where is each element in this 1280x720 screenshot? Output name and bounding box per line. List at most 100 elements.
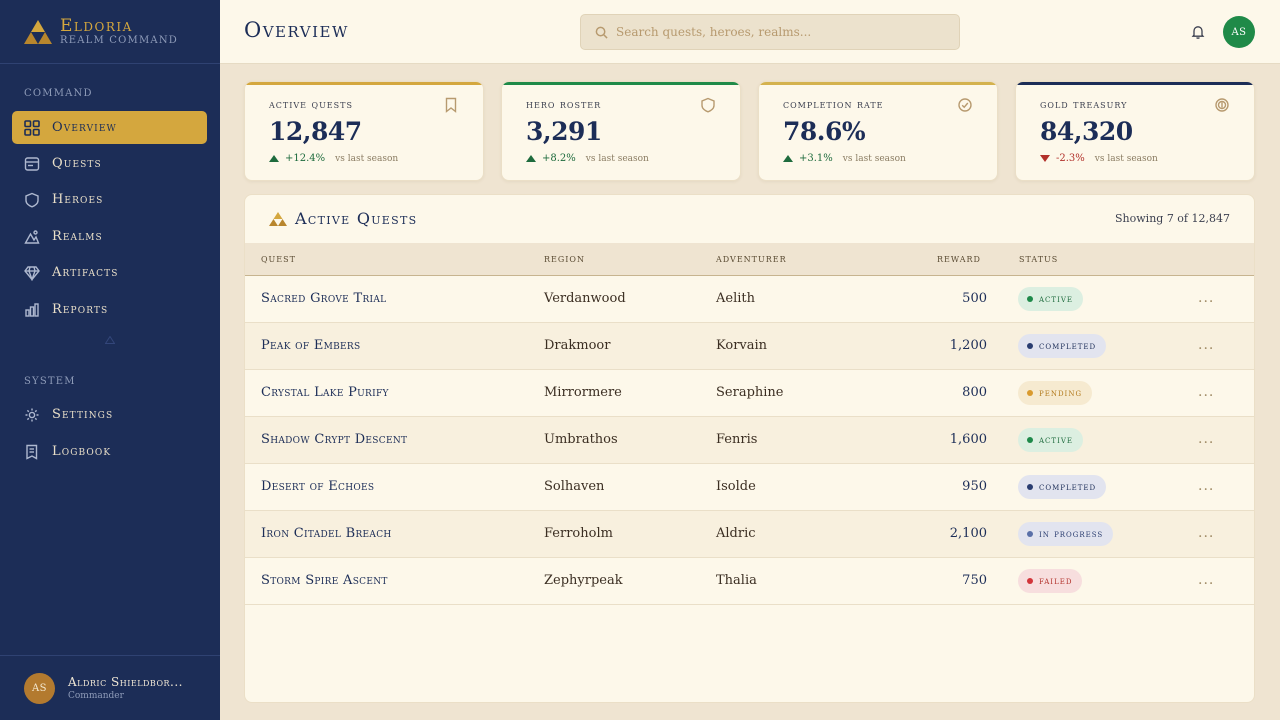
stat-card-hero-roster[interactable]: Hero Roster 3,291 +8.2% vs last season bbox=[501, 81, 741, 181]
trend-up-icon bbox=[526, 155, 536, 162]
user-profile[interactable]: AS Aldric Shieldbor... Commander bbox=[0, 655, 220, 720]
column-header-quest[interactable]: Quest bbox=[261, 252, 296, 265]
sidebar-item-label: Reports bbox=[52, 302, 109, 317]
more-options-icon[interactable]: ... bbox=[1198, 572, 1215, 588]
cell-region: Mirrormere bbox=[544, 385, 622, 400]
sidebar-item-label: Heroes bbox=[52, 192, 104, 207]
column-header-region[interactable]: Region bbox=[544, 252, 585, 265]
avatar[interactable]: AS bbox=[1223, 16, 1255, 48]
table-row[interactable]: Shadow Crypt Descent Umbrathos Fenris 1,600… bbox=[245, 417, 1254, 464]
table-row[interactable]: Crystal Lake Purify Mirrormere Seraphine 80… bbox=[245, 370, 1254, 417]
table-row[interactable]: Peak of Embers Drakmoor Korvain 1,200 Comple… bbox=[245, 323, 1254, 370]
status-dot bbox=[1027, 578, 1033, 584]
cell-reward: 2,100 bbox=[949, 526, 987, 541]
cell-region: Drakmoor bbox=[544, 338, 611, 353]
more-options-icon[interactable]: ... bbox=[1198, 431, 1215, 447]
stat-label: Gold Treasury bbox=[1040, 98, 1128, 111]
cell-quest: Desert of Echoes bbox=[261, 479, 375, 494]
sidebar-item-artifacts[interactable]: Artifacts bbox=[12, 256, 207, 289]
check-circle-icon bbox=[958, 98, 972, 112]
cell-reward: 800 bbox=[962, 385, 987, 400]
column-header-status[interactable]: Status bbox=[1019, 252, 1059, 265]
search-box[interactable] bbox=[580, 14, 960, 50]
status-dot bbox=[1027, 296, 1033, 302]
coin-icon bbox=[1215, 98, 1229, 112]
sidebar-item-quests[interactable]: Quests bbox=[12, 147, 207, 180]
status-badge: In Progress bbox=[1018, 522, 1114, 546]
bar-chart-icon bbox=[25, 302, 39, 317]
stat-delta: +8.2% vs last season bbox=[526, 153, 649, 164]
cell-reward: 750 bbox=[962, 573, 987, 588]
sidebar-item-label: Realms bbox=[52, 229, 103, 244]
status-badge: Active bbox=[1018, 287, 1084, 311]
delta-note: vs last season bbox=[335, 153, 399, 164]
cell-region: Solhaven bbox=[544, 479, 605, 494]
bell-icon[interactable] bbox=[1190, 24, 1206, 40]
more-options-icon[interactable]: ... bbox=[1198, 478, 1215, 494]
user-name: Aldric Shieldbor... bbox=[68, 675, 183, 689]
stat-label: Active Quests bbox=[269, 98, 353, 111]
status-badge: Completed bbox=[1018, 475, 1107, 499]
sidebar-item-realms[interactable]: Realms bbox=[12, 220, 207, 253]
stat-card-gold-treasury[interactable]: Gold Treasury 84,320 -2.3% vs last seaso… bbox=[1015, 81, 1255, 181]
card-accent-bar bbox=[502, 82, 740, 85]
table-row[interactable]: Iron Citadel Breach Ferroholm Aldric 2,100 I… bbox=[245, 511, 1254, 558]
more-options-icon[interactable]: ... bbox=[1198, 525, 1215, 541]
table-header: Quest Region Adventurer Reward Status bbox=[245, 243, 1254, 276]
stat-label: Hero Roster bbox=[526, 98, 602, 111]
status-label: Completed bbox=[1039, 340, 1097, 352]
cell-reward: 1,200 bbox=[949, 338, 987, 353]
shield-icon bbox=[701, 97, 715, 113]
sidebar-item-logbook[interactable]: Logbook bbox=[12, 435, 207, 468]
shield-icon bbox=[25, 192, 39, 208]
column-header-reward[interactable]: Reward bbox=[937, 252, 981, 265]
gem-icon bbox=[24, 265, 40, 281]
stat-label: Completion Rate bbox=[783, 98, 884, 111]
delta-value: -2.3% bbox=[1056, 153, 1085, 164]
sidebar-item-overview[interactable]: Overview bbox=[12, 111, 207, 144]
cell-adventurer: Thalia bbox=[716, 573, 757, 588]
stat-card-completion-rate[interactable]: Completion Rate 78.6% +3.1% vs last seas… bbox=[758, 81, 998, 181]
gear-icon bbox=[25, 408, 39, 421]
stat-value: 78.6% bbox=[783, 117, 866, 146]
table-row[interactable]: Desert of Echoes Solhaven Isolde 950 Complet… bbox=[245, 464, 1254, 511]
delta-note: vs last season bbox=[585, 153, 649, 164]
stat-delta: +3.1% vs last season bbox=[783, 153, 906, 164]
nav-section-system: System bbox=[24, 376, 76, 387]
card-accent-bar bbox=[759, 82, 997, 85]
cell-quest: Peak of Embers bbox=[261, 338, 361, 353]
table-row[interactable]: Storm Spire Ascent Zephyrpeak Thalia 750 Fai… bbox=[245, 558, 1254, 605]
cell-adventurer: Korvain bbox=[716, 338, 768, 353]
page-title: Overview bbox=[244, 18, 349, 42]
sidebar-item-label: Logbook bbox=[52, 444, 112, 459]
cell-quest: Crystal Lake Purify bbox=[261, 385, 389, 400]
sidebar-item-heroes[interactable]: Heroes bbox=[12, 183, 207, 216]
cell-quest: Shadow Crypt Descent bbox=[261, 432, 408, 447]
status-label: Active bbox=[1039, 293, 1074, 305]
cell-quest: Iron Citadel Breach bbox=[261, 526, 392, 541]
search-input[interactable] bbox=[616, 25, 946, 39]
cell-region: Verdanwood bbox=[544, 291, 626, 306]
column-header-adventurer[interactable]: Adventurer bbox=[716, 252, 787, 265]
status-dot bbox=[1027, 390, 1033, 396]
more-options-icon[interactable]: ... bbox=[1198, 384, 1215, 400]
delta-value: +12.4% bbox=[285, 153, 326, 164]
sidebar-item-label: Quests bbox=[52, 156, 102, 171]
cell-adventurer: Fenris bbox=[716, 432, 758, 447]
stat-value: 84,320 bbox=[1040, 117, 1133, 146]
sidebar-item-reports[interactable]: Reports bbox=[12, 293, 207, 326]
trend-up-icon bbox=[269, 155, 279, 162]
table-row[interactable]: Sacred Grove Trial Verdanwood Aelith 500 Act… bbox=[245, 276, 1254, 323]
more-options-icon[interactable]: ... bbox=[1198, 290, 1215, 306]
cell-adventurer: Aldric bbox=[716, 526, 756, 541]
status-badge: Active bbox=[1018, 428, 1084, 452]
status-badge: Failed bbox=[1018, 569, 1083, 593]
cell-adventurer: Seraphine bbox=[716, 385, 784, 400]
nav-section-command: Command bbox=[24, 88, 93, 99]
status-dot bbox=[1027, 484, 1033, 490]
stat-delta: -2.3% vs last season bbox=[1040, 153, 1158, 164]
more-options-icon[interactable]: ... bbox=[1198, 337, 1215, 353]
status-badge: Completed bbox=[1018, 334, 1107, 358]
sidebar-item-settings[interactable]: Settings bbox=[12, 398, 207, 431]
stat-card-active-quests[interactable]: Active Quests 12,847 +12.4% vs last seas… bbox=[244, 81, 484, 181]
